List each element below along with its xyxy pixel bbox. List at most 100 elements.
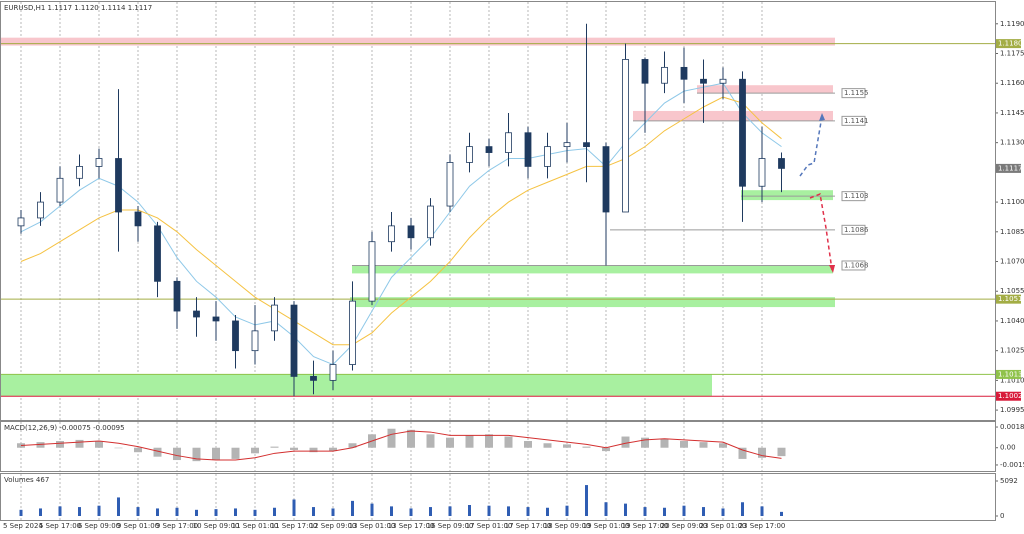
y-tick-label: 1.1085 (1000, 228, 1024, 236)
x-tick-label: 23 Sep 17:00 (739, 522, 786, 530)
level-label: 1.1051 (998, 295, 1023, 303)
level-label: 1.1013 (998, 370, 1023, 378)
x-tick-label: 13 Sep 01:00 (349, 522, 396, 530)
level-label: 1.1103 (844, 192, 869, 200)
y-tick-label: 1.1100 (1000, 198, 1024, 206)
volume-bar (780, 511, 783, 516)
forecast-down-head (829, 265, 835, 273)
candle-body (661, 66, 668, 84)
volume-bar (663, 507, 666, 516)
volume-bar (58, 506, 62, 516)
macd-bar (134, 447, 142, 453)
forecast-down (809, 192, 833, 271)
candle-body (778, 158, 785, 169)
macd-bar (485, 434, 493, 448)
volume-bar (429, 507, 432, 516)
candle-body (173, 280, 181, 312)
candle-body (758, 158, 766, 187)
level-tag (841, 88, 866, 99)
macd-bar (173, 447, 181, 461)
macd-bar (758, 447, 766, 458)
volume-bar (507, 506, 510, 516)
volume-bar (195, 509, 198, 516)
volume-bar (760, 506, 764, 516)
candle-body (329, 364, 337, 381)
volume-bar (312, 507, 315, 516)
zone (697, 85, 833, 94)
x-tick-label: 11 Sep 01:00 (232, 522, 279, 530)
y-tick-label: 1.1145 (1000, 109, 1024, 117)
y-tick-label: -0.00154 (1000, 461, 1024, 469)
volume-bar (136, 507, 140, 516)
macd-bar (251, 447, 259, 454)
volume-bar (585, 485, 588, 516)
x-tick-label: 17 Sep 01:00 (466, 522, 513, 530)
x-tick-label: 19 Sep 17:00 (622, 522, 669, 530)
x-tick-label: 6 Sep 09:00 (78, 522, 120, 530)
level-tag (996, 369, 1021, 379)
candle-body (466, 146, 473, 163)
level-label: 1.1086 (844, 226, 869, 234)
volume-bar (390, 506, 393, 516)
candle-body (212, 316, 220, 322)
macd-bar (329, 447, 337, 452)
macd-bar (95, 441, 103, 448)
volume-pane-frame (0, 473, 996, 521)
macd-title: MACD(12,26,9) -0.00075 -0.00095 (4, 424, 125, 432)
y-tick-label: 1.1070 (1000, 258, 1024, 266)
macd-bar (426, 434, 435, 448)
zone (633, 110, 833, 121)
y-tick-label: 1.1130 (1000, 139, 1024, 147)
level-tag (996, 163, 1021, 173)
candle-body (193, 310, 200, 318)
candle-body (232, 320, 239, 352)
macd-bar (641, 437, 649, 448)
macd-signal (20, 430, 782, 461)
moving-average (20, 96, 782, 346)
volume-bar (487, 505, 491, 516)
candle-body (115, 158, 122, 213)
volume-bar (97, 505, 101, 516)
zone (350, 297, 835, 308)
macd-bar (543, 443, 552, 448)
volume-title: Volumes 467 (4, 476, 49, 484)
macd-bar (738, 447, 747, 459)
candle-body (95, 158, 103, 167)
x-tick-label: 17 Sep 17:00 (505, 522, 552, 530)
volume-bar (117, 497, 120, 516)
y-tick-label: 0.00 (1000, 444, 1016, 452)
level-tag (841, 115, 866, 126)
macd-bar (680, 441, 688, 448)
volume-bar (156, 508, 159, 516)
macd-bar (192, 447, 201, 462)
level-tag (996, 294, 1021, 304)
level-label: 1.1117 (998, 164, 1023, 172)
level-label: 1.1068 (844, 261, 869, 269)
macd-bar (231, 447, 240, 459)
y-tick-label: 1.0995 (1000, 406, 1024, 414)
y-tick-label: 1.1055 (1000, 287, 1024, 295)
x-tick-label: 9 Sep 01:00 (117, 522, 159, 530)
chart-title: EURUSD,H1 1.1117 1.1120 1.1114 1.1117 (4, 4, 152, 12)
zone (741, 190, 833, 201)
candle-body (271, 304, 278, 332)
candle-body (602, 146, 610, 213)
y-tick-label: 0 (1000, 512, 1004, 520)
volume-bar (643, 507, 647, 516)
candle-body (368, 241, 376, 302)
candle-body (349, 300, 356, 365)
volume-bar (604, 502, 608, 516)
volume-bar (682, 505, 686, 516)
candle-body (622, 59, 629, 213)
candle-body (17, 217, 25, 227)
level-tag (996, 391, 1021, 401)
volume-bar (370, 503, 374, 516)
level-tag (841, 260, 866, 271)
macd-bar (524, 441, 532, 448)
volume-bar (253, 509, 257, 516)
x-tick-label: 9 Sep 17:00 (156, 522, 198, 530)
macd-bar (114, 447, 123, 449)
macd-bar (699, 442, 708, 448)
macd-bar (212, 447, 220, 461)
